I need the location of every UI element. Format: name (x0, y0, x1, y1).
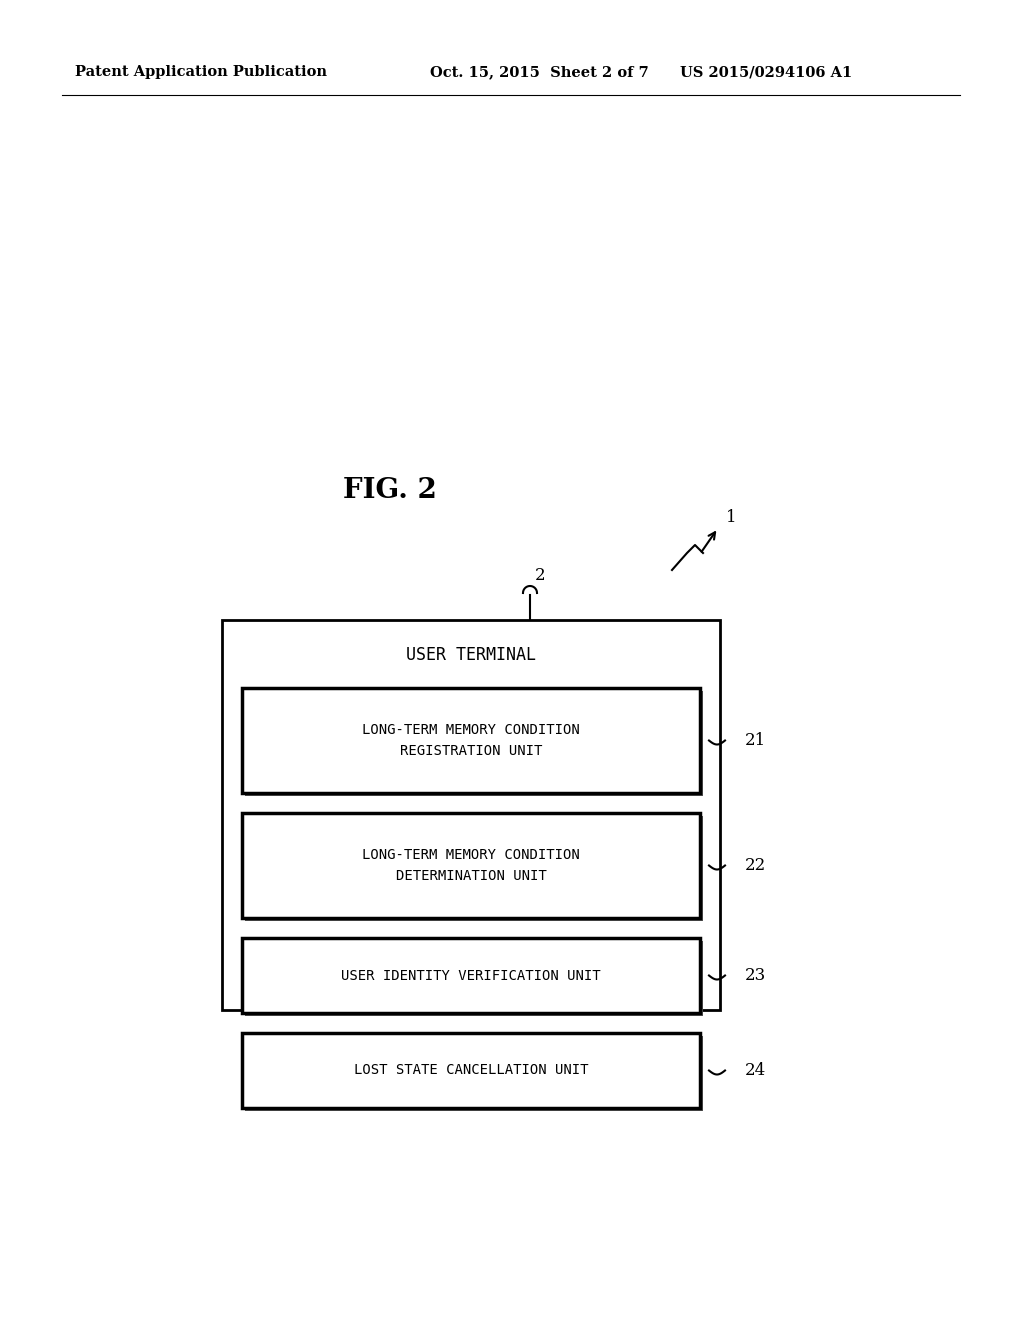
Text: USER TERMINAL: USER TERMINAL (406, 645, 536, 664)
Text: 24: 24 (745, 1063, 766, 1078)
Bar (242, 813, 700, 917)
Text: 23: 23 (745, 968, 766, 983)
Text: US 2015/0294106 A1: US 2015/0294106 A1 (680, 65, 852, 79)
Text: LONG-TERM MEMORY CONDITION
REGISTRATION UNIT: LONG-TERM MEMORY CONDITION REGISTRATION … (362, 723, 580, 758)
Text: 21: 21 (745, 733, 766, 748)
Text: 1: 1 (726, 510, 736, 527)
Text: LOST STATE CANCELLATION UNIT: LOST STATE CANCELLATION UNIT (353, 1064, 588, 1077)
Bar (242, 1034, 700, 1107)
Text: LONG-TERM MEMORY CONDITION
DETERMINATION UNIT: LONG-TERM MEMORY CONDITION DETERMINATION… (362, 849, 580, 883)
Bar (242, 939, 700, 1012)
Text: USER IDENTITY VERIFICATION UNIT: USER IDENTITY VERIFICATION UNIT (341, 969, 601, 982)
Text: FIG. 2: FIG. 2 (343, 477, 437, 503)
Bar (245, 1036, 703, 1111)
Text: Oct. 15, 2015  Sheet 2 of 7: Oct. 15, 2015 Sheet 2 of 7 (430, 65, 649, 79)
Bar (222, 620, 720, 1010)
Bar (242, 688, 700, 793)
Bar (245, 816, 703, 921)
Text: 2: 2 (535, 566, 546, 583)
Text: 22: 22 (745, 857, 766, 874)
Bar (245, 941, 703, 1016)
Text: Patent Application Publication: Patent Application Publication (75, 65, 327, 79)
Bar (245, 690, 703, 796)
